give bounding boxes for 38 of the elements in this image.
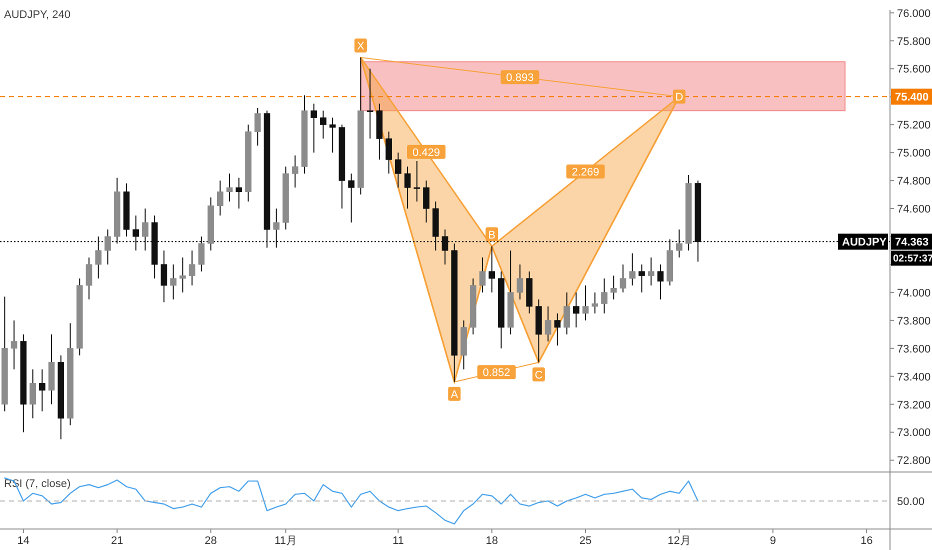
y-tick-label: 76.000 — [897, 8, 931, 20]
y-tick-label: 74.000 — [897, 287, 931, 300]
ref-line-label: 75.400 — [895, 92, 929, 104]
x-tick-label: 9 — [770, 535, 776, 547]
y-tick-label: 73.600 — [897, 343, 931, 356]
x-tick-label: 11 — [392, 535, 404, 547]
x-tick-label: 12月 — [668, 535, 691, 547]
annotation: 0.893 — [506, 72, 534, 84]
y-tick-label: 75.200 — [897, 120, 931, 132]
annotation: C — [534, 369, 543, 382]
x-tick-label: 16 — [860, 535, 873, 547]
y-tick-label: 72.800 — [897, 455, 931, 468]
x-tick-label: 21 — [110, 535, 124, 547]
x-tick-label: 14 — [17, 535, 30, 547]
annotation: A — [450, 388, 459, 401]
y-tick-label: 73.200 — [897, 399, 931, 412]
y-tick-label: 75.000 — [897, 148, 931, 160]
annotation: 0.852 — [482, 367, 510, 380]
annotation: 2.269 — [572, 166, 600, 178]
annotation: X — [357, 40, 366, 53]
x-tick-label: 11月 — [274, 535, 297, 547]
y-tick-label: 73.000 — [897, 427, 931, 440]
x-tick-label: 25 — [579, 535, 592, 547]
y-tick-label: 74.800 — [897, 176, 931, 188]
y-tick-label: 73.800 — [897, 315, 931, 328]
annotation: D — [675, 92, 684, 104]
ref-line-label: 74.363 — [895, 236, 929, 249]
annotation: 0.429 — [412, 146, 440, 159]
text: 50.00 — [897, 496, 925, 508]
annotation: AUDJPY — [842, 236, 888, 249]
y-tick-label: 75.600 — [897, 64, 931, 76]
chart-title: AUDJPY, 240 — [4, 9, 70, 21]
y-tick-label: 74.600 — [897, 204, 931, 216]
x-tick-label: 28 — [204, 535, 217, 547]
x-tick-label: 18 — [486, 535, 498, 547]
annotation: B — [488, 229, 496, 242]
y-tick-label: 75.800 — [897, 36, 931, 48]
y-tick-label: 73.400 — [897, 371, 931, 384]
